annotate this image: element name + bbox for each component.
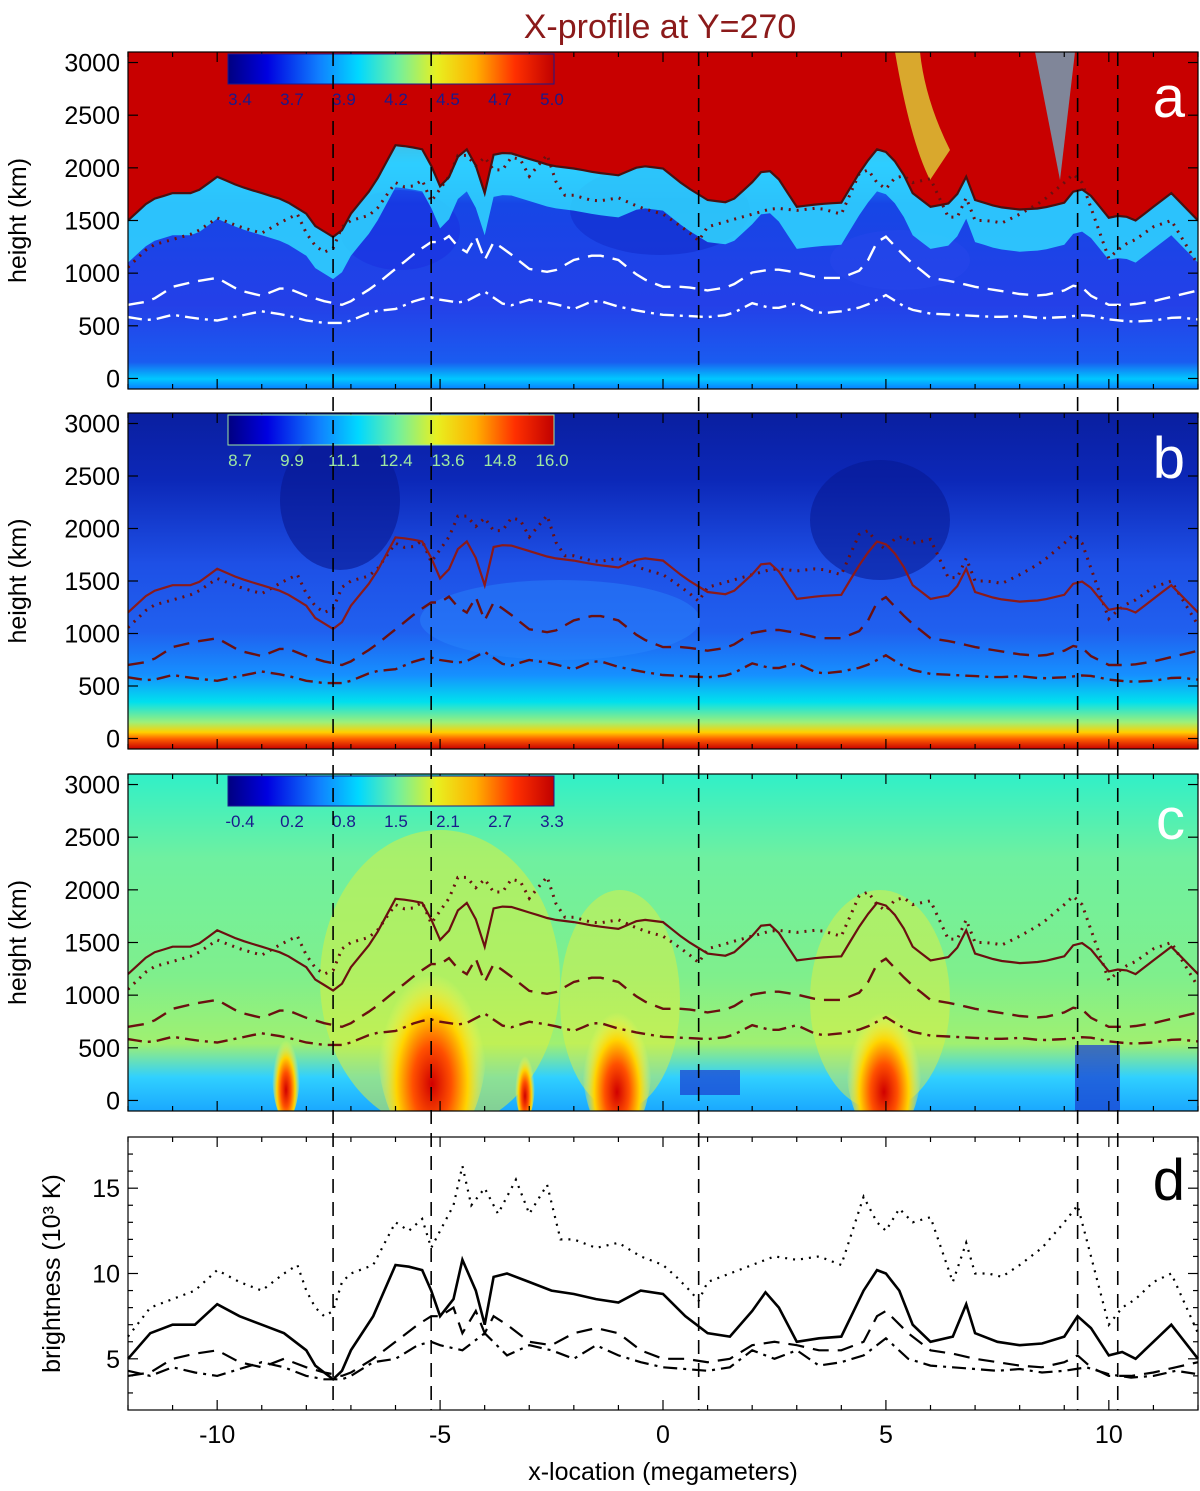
panel-c-colorbar-label: -0.4	[225, 812, 254, 831]
panel-c-colorbar-label: 0.8	[332, 812, 356, 831]
panel-c-contour-dashdot	[128, 1012, 1198, 1047]
panel-c-contours	[128, 873, 1198, 1047]
panel-b-ylabel: height (km)	[4, 518, 32, 643]
panel-a-ytick-label: 2500	[64, 102, 120, 130]
panel-b-contours	[128, 512, 1198, 685]
panel-b-ytick-label: 2500	[64, 463, 120, 491]
panel-a-letter: a	[1153, 65, 1186, 130]
panel-c-colorbar-label: 0.2	[280, 812, 304, 831]
panel-a-colorbar-label: 3.4	[228, 90, 252, 109]
panel-a-ytick-label: 1000	[64, 260, 120, 288]
x-axis-label: x-location (megameters)	[528, 1458, 798, 1486]
panel-c	[128, 774, 1198, 1111]
panel-b-colorbar-label: 14.8	[483, 451, 516, 470]
brightness-series-dashed	[127, 1305, 1199, 1378]
panel-d-ylabel: brightness (10³ K)	[38, 1174, 66, 1373]
panel-b-contour-dashdot	[128, 650, 1198, 685]
panel-b-ytick-label: 0	[106, 726, 120, 754]
panel-c-ytick-label: 0	[106, 1087, 120, 1115]
panel-d-lines	[127, 1165, 1200, 1382]
panel-c-contour-solid	[128, 897, 1198, 992]
panel-b-colorbar-label: 12.4	[379, 451, 412, 470]
brightness-series-solid	[127, 1255, 1200, 1382]
panel-c-ytick-label: 3000	[64, 772, 120, 800]
panel-b-ytick-label: 1500	[64, 568, 120, 596]
panel-a-cyan-band	[128, 145, 1198, 280]
panel-a-field	[128, 52, 1198, 389]
panel-c-field	[128, 774, 1198, 1111]
panel-d-ytick-label: 10	[92, 1261, 120, 1289]
panel-c-colorbar-label: 3.3	[540, 812, 564, 831]
panel-b-contour-dotted	[128, 512, 1198, 629]
panel-c-contour-dashed	[128, 955, 1198, 1029]
panel-c-ytick-label: 1000	[64, 982, 120, 1010]
panel-c-colorbar-label: 2.7	[488, 812, 512, 831]
panel-d	[128, 1137, 1198, 1410]
x-tick-label: 5	[879, 1421, 893, 1449]
panel-d-ytick-label: 5	[106, 1346, 120, 1374]
panel-a-colorbar-label: 4.5	[436, 90, 460, 109]
x-tick-label: 10	[1095, 1421, 1123, 1449]
x-tick-label: 0	[656, 1421, 670, 1449]
panel-a-colorbar	[227, 53, 555, 85]
x-tick-label: -5	[429, 1421, 451, 1449]
panel-b-contour-dashed	[128, 594, 1198, 667]
panel-c-ytick-label: 2500	[64, 824, 120, 852]
panel-b-ytick-label: 500	[78, 673, 120, 701]
panel-a	[128, 52, 1198, 389]
panel-a-colorbar-label: 3.9	[332, 90, 356, 109]
panel-c-ylabel: height (km)	[4, 880, 32, 1005]
brightness-series-dash-dot	[127, 1331, 1199, 1381]
panel-a-ytick-label: 3000	[64, 50, 120, 78]
panel-a-ytick-label: 500	[78, 313, 120, 341]
panel-a-ylabel: height (km)	[4, 158, 32, 283]
panel-b-ytick-label: 1000	[64, 621, 120, 649]
panel-b-ytick-label: 2000	[64, 516, 120, 544]
panel-a-contour-dashed	[128, 233, 1198, 307]
panel-a-ytick-label: 2000	[64, 155, 120, 183]
panel-c-ytick-label: 2000	[64, 877, 120, 905]
panel-b-colorbar	[227, 414, 555, 446]
panel-a-colorbar-label: 4.7	[488, 90, 512, 109]
panel-a-contour-dashdot	[128, 290, 1198, 325]
panel-d-ytick-label: 15	[92, 1175, 120, 1203]
panel-d-letter: d	[1153, 1148, 1185, 1213]
panel-b-colorbar-label: 16.0	[535, 451, 568, 470]
panel-b-colorbar-label: 8.7	[228, 451, 252, 470]
panel-c-colorbar	[227, 775, 555, 807]
panel-a-colorbar-label: 4.2	[384, 90, 408, 109]
panel-b-colorbar-label: 13.6	[431, 451, 464, 470]
panel-b-colorbar-label: 11.1	[328, 451, 360, 470]
panel-a-colorbar-label: 5.0	[540, 90, 564, 109]
panel-c-ytick-label: 1500	[64, 930, 120, 958]
panel-b-field	[128, 413, 1198, 749]
panel-a-contour-solid	[128, 144, 1198, 239]
panel-b-ytick-label: 3000	[64, 411, 120, 439]
panel-c-colorbar-label: 2.1	[436, 812, 460, 831]
panel-b-letter: b	[1153, 426, 1185, 491]
panel-c-ytick-label: 500	[78, 1035, 120, 1063]
panel-a-contours	[128, 144, 1198, 325]
panel-b-contour-solid	[128, 536, 1198, 631]
panel-c-colorbar-label: 1.5	[384, 812, 408, 831]
panel-c-letter: c	[1156, 787, 1185, 852]
panel-a-colorbar-label: 3.7	[280, 90, 304, 109]
panel-a-red-region	[128, 52, 1198, 237]
panel-a-ytick-label: 1500	[64, 208, 120, 236]
chart-title: X-profile at Y=270	[524, 8, 797, 46]
panel-a-ytick-label: 0	[106, 365, 120, 393]
panel-b	[128, 413, 1198, 749]
x-tick-label: -10	[199, 1421, 235, 1449]
panel-b-colorbar-label: 9.9	[280, 451, 304, 470]
